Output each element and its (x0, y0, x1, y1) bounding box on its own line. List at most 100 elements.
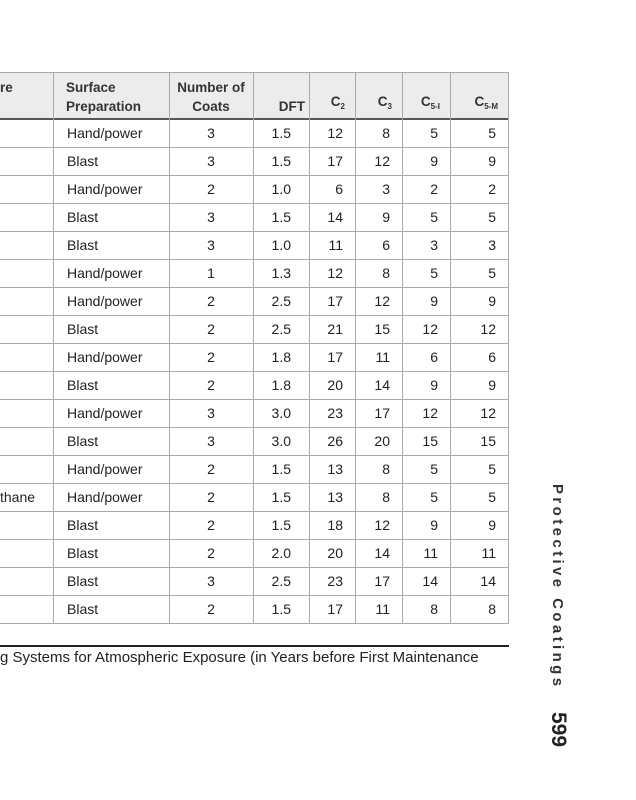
table-cell: 8 (488, 601, 496, 617)
column-rule (169, 72, 170, 624)
row-rule (0, 371, 509, 372)
caption-rule (0, 645, 509, 647)
header-subscript: 5-I (430, 102, 440, 111)
table-cell: 6 (335, 181, 343, 197)
row-rule (0, 595, 509, 596)
row-rule (0, 539, 509, 540)
header-subscript: 5-M (484, 102, 498, 111)
table-cell: Blast (67, 209, 99, 225)
table-cell: 1.0 (271, 237, 291, 253)
column-rule (450, 72, 451, 624)
table-cell: 11 (423, 545, 438, 561)
table-cell: 3 (382, 181, 390, 197)
table-cell: 5 (430, 489, 438, 505)
table-cell: 12 (374, 293, 390, 309)
row-rule (0, 259, 509, 260)
table-caption: g Systems for Atmospheric Exposure (in Y… (0, 649, 508, 666)
column-header: Surface Preparation (66, 78, 169, 116)
table-cell: 1.5 (271, 461, 291, 477)
table-cell: Blast (67, 545, 99, 561)
row-rule (0, 231, 509, 232)
row-rule (0, 567, 509, 568)
page-number: 599 (547, 712, 570, 748)
table-cell: 3 (488, 237, 496, 253)
row-rule (0, 623, 509, 624)
column-rule (355, 72, 356, 624)
row-rule (0, 511, 509, 512)
table-cell: 9 (488, 153, 496, 169)
table-cell: 2.5 (271, 573, 291, 589)
row-rule (0, 175, 509, 176)
table-cell: 3 (207, 125, 215, 141)
table-cell: 23 (327, 573, 343, 589)
table-cell: 1.5 (271, 489, 291, 505)
table-cell: 2 (488, 181, 496, 197)
table-cell: 1.8 (271, 377, 291, 393)
table-cell: Blast (67, 153, 99, 169)
table-cell: 14 (374, 377, 390, 393)
table-cell: 5 (430, 265, 438, 281)
table-cell: 1.0 (271, 181, 291, 197)
table-cell: 2 (207, 461, 215, 477)
column-rule (508, 72, 509, 624)
header-text: Number of Coats (177, 80, 245, 114)
table-cell: 5 (430, 125, 438, 141)
table-cell: 20 (327, 545, 343, 561)
table-cell: 3 (207, 433, 215, 449)
table-cell: Blast (67, 433, 99, 449)
table-cell: Hand/power (67, 349, 143, 365)
table-cell: 5 (488, 489, 496, 505)
table-cell: 2 (207, 293, 215, 309)
table-cell: 15 (422, 433, 438, 449)
header-rule (0, 118, 509, 120)
header-text: re (0, 80, 13, 95)
column-header: C3 (359, 92, 398, 116)
table-cell: 1.8 (271, 349, 291, 365)
table-cell: Hand/power (67, 125, 143, 141)
table-cell: Hand/power (67, 265, 143, 281)
table-cell: 2 (207, 517, 215, 533)
table-cell: 2.5 (271, 293, 291, 309)
column-header: DFT (257, 97, 305, 116)
table-cell: 17 (327, 601, 343, 617)
table-cell: 2 (207, 181, 215, 197)
table-cell: 2 (430, 181, 438, 197)
table-cell: 11 (328, 237, 343, 253)
table-cell: 6 (488, 349, 496, 365)
row-rule (0, 147, 509, 148)
table-cell: 14 (327, 209, 343, 225)
column-rule (309, 72, 310, 624)
table-cell: 15 (374, 321, 390, 337)
column-header: C5-M (454, 92, 504, 116)
table-cell: Hand/power (67, 489, 143, 505)
table-cell: 9 (488, 377, 496, 393)
table-cell: 3 (207, 209, 215, 225)
table-cell: 9 (430, 377, 438, 393)
header-text: Surface Preparation (66, 80, 142, 114)
table-cell: Blast (67, 377, 99, 393)
row-rule (0, 455, 509, 456)
column-rule (253, 72, 254, 624)
table-cell: 8 (382, 265, 390, 281)
table-cell: 5 (488, 265, 496, 281)
table-cell: 1.5 (271, 601, 291, 617)
header-text: C (474, 94, 485, 109)
table-cell: 3 (207, 405, 215, 421)
table-cell: 17 (327, 153, 343, 169)
table-cell: Hand/power (67, 405, 143, 421)
table-cell: Blast (67, 601, 99, 617)
table-cell: 3 (207, 237, 215, 253)
header-subscript: 3 (387, 102, 392, 111)
table-cell: 2 (207, 377, 215, 393)
table-cell: 12 (422, 405, 438, 421)
table-cell: 3.0 (271, 405, 291, 421)
table-cell: 8 (382, 489, 390, 505)
table-cell: 18 (327, 517, 343, 533)
table-cell: 14 (422, 573, 438, 589)
table-cell: 14 (480, 573, 496, 589)
table-cell: 13 (327, 461, 343, 477)
table-cell: Blast (67, 237, 99, 253)
table-cell: 5 (488, 125, 496, 141)
table-cell: 9 (430, 293, 438, 309)
